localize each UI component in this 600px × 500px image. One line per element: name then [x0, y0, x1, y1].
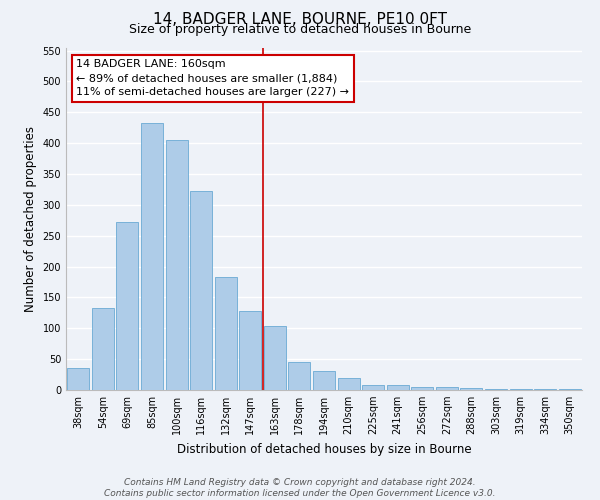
Bar: [411, 387, 433, 390]
Bar: [534, 389, 556, 390]
Bar: [289, 362, 310, 390]
Text: 14 BADGER LANE: 160sqm
← 89% of detached houses are smaller (1,884)
11% of semi-: 14 BADGER LANE: 160sqm ← 89% of detached…: [76, 60, 349, 98]
Y-axis label: Number of detached properties: Number of detached properties: [24, 126, 37, 312]
Bar: [215, 277, 237, 390]
Bar: [92, 308, 114, 390]
Bar: [436, 387, 458, 390]
Bar: [141, 123, 163, 390]
Text: Size of property relative to detached houses in Bourne: Size of property relative to detached ho…: [129, 22, 471, 36]
Bar: [362, 385, 384, 390]
Text: 14, BADGER LANE, BOURNE, PE10 0FT: 14, BADGER LANE, BOURNE, PE10 0FT: [153, 12, 447, 28]
Bar: [509, 389, 532, 390]
Bar: [460, 388, 482, 390]
Bar: [166, 140, 188, 390]
Bar: [559, 389, 581, 390]
Bar: [190, 192, 212, 390]
Bar: [239, 311, 262, 390]
X-axis label: Distribution of detached houses by size in Bourne: Distribution of detached houses by size …: [176, 442, 472, 456]
Bar: [485, 389, 507, 390]
Bar: [116, 222, 139, 390]
Bar: [338, 378, 359, 390]
Bar: [313, 372, 335, 390]
Bar: [386, 385, 409, 390]
Bar: [264, 326, 286, 390]
Bar: [67, 368, 89, 390]
Text: Contains HM Land Registry data © Crown copyright and database right 2024.
Contai: Contains HM Land Registry data © Crown c…: [104, 478, 496, 498]
